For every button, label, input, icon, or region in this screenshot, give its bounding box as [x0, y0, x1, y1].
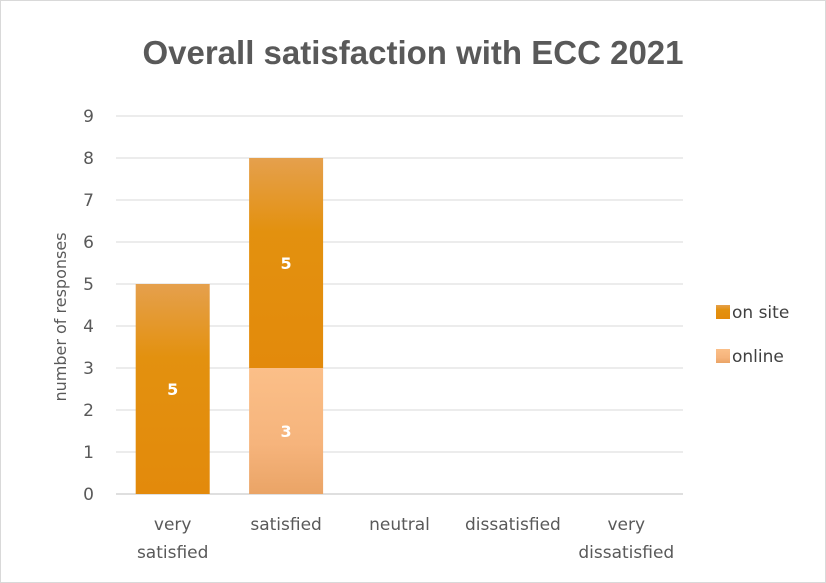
- y-tick-label: 2: [83, 401, 94, 421]
- bar-on-site: [249, 158, 324, 368]
- x-category-label: satisfied: [137, 543, 208, 563]
- x-category-label: neutral: [369, 515, 430, 535]
- y-tick-label: 8: [83, 149, 94, 169]
- x-category-label: very: [608, 515, 646, 535]
- y-tick-label: 9: [83, 107, 94, 127]
- y-tick-label: 3: [83, 359, 94, 379]
- legend: on site online: [716, 303, 789, 367]
- chart-title: Overall satisfaction with ECC 2021: [142, 34, 683, 71]
- data-label: 3: [281, 422, 292, 441]
- y-tick-label: 4: [83, 317, 94, 337]
- bar-online: [249, 368, 324, 494]
- x-category-label: dissatisfied: [465, 515, 561, 535]
- legend-swatch: [716, 305, 730, 319]
- legend-label: on site: [732, 303, 789, 323]
- data-labels: 5 3 5: [167, 254, 292, 441]
- x-category-label: very: [154, 515, 192, 535]
- data-label: 5: [167, 380, 178, 399]
- x-axis-categories: very satisfied satisfied neutral dissatisfie…: [137, 515, 674, 563]
- legend-label: online: [732, 347, 784, 367]
- y-tick-label: 7: [83, 191, 94, 211]
- x-category-label: dissatisfied: [578, 543, 674, 563]
- y-axis-ticks: 0 1 2 3 4 5 6 7 8 9: [83, 107, 94, 505]
- bars: [135, 158, 324, 494]
- bar-on-site: [135, 284, 210, 494]
- x-category-label: satisfied: [250, 515, 321, 535]
- gridlines: [116, 115, 683, 495]
- y-tick-label: 6: [83, 233, 94, 253]
- y-axis-label: number of responses: [51, 232, 70, 401]
- legend-swatch: [716, 349, 730, 363]
- y-tick-label: 5: [83, 275, 94, 295]
- y-tick-label: 0: [83, 485, 94, 505]
- data-label: 5: [281, 254, 292, 273]
- y-tick-label: 1: [83, 443, 94, 463]
